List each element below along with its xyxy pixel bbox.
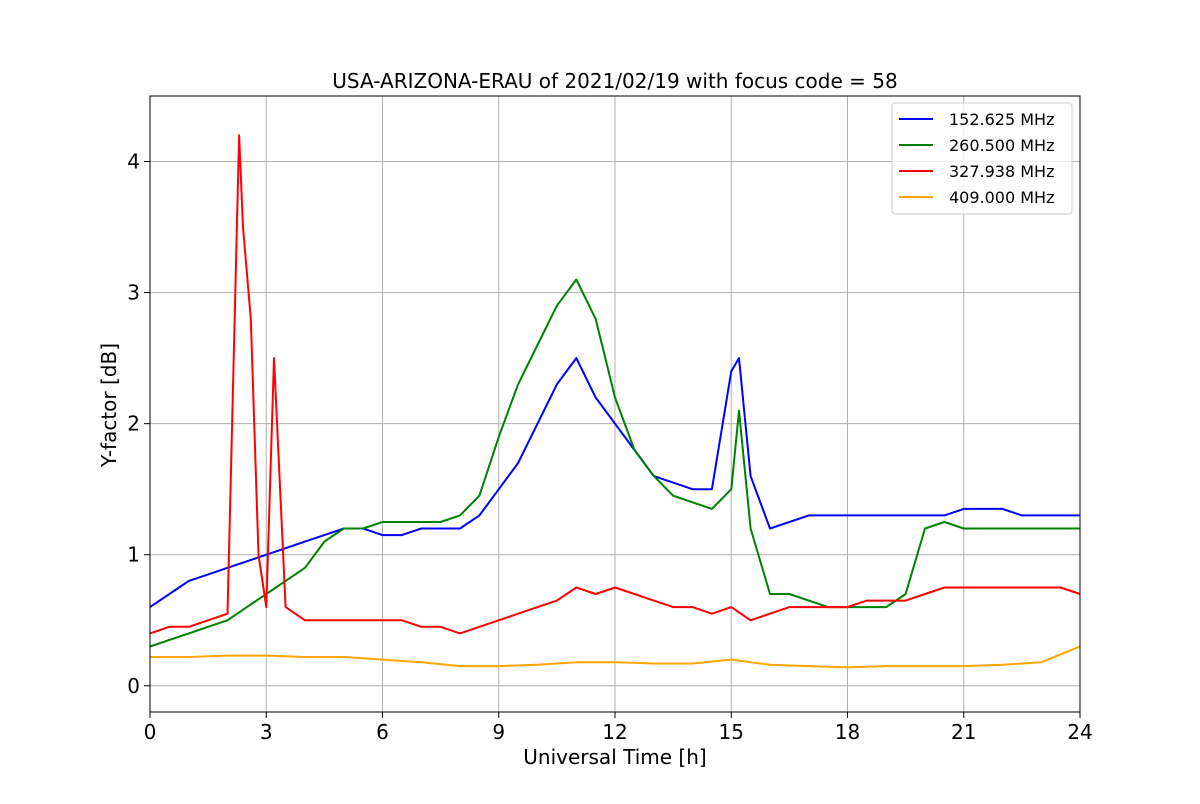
y-tick-label: 4 <box>127 150 140 174</box>
series-line-1 <box>149 357 1080 608</box>
y-axis: 0 1 2 3 4 <box>127 150 150 698</box>
x-tick-label: 9 <box>492 720 505 744</box>
x-tick-label: 6 <box>376 720 389 744</box>
legend-label: 327.938 MHz <box>949 162 1054 181</box>
x-tick-label: 15 <box>719 720 744 744</box>
x-tick-label: 21 <box>951 720 976 744</box>
series-line-2 <box>149 278 1080 648</box>
x-tick-label: 12 <box>602 720 627 744</box>
y-axis-label: Y-factor [dB] <box>97 343 121 468</box>
legend-label: 409.000 MHz <box>949 188 1054 207</box>
x-axis-label: Universal Time [h] <box>523 745 706 769</box>
y-tick-label: 1 <box>127 543 140 567</box>
y-tick-label: 0 <box>127 674 140 698</box>
x-tick-label: 3 <box>260 720 273 744</box>
x-axis: 0 3 6 9 12 15 18 21 24 <box>144 712 1093 744</box>
y-tick-label: 3 <box>127 281 140 305</box>
legend-label: 260.500 MHz <box>949 136 1054 155</box>
chart-title: USA-ARIZONA-ERAU of 2021/02/19 with focu… <box>332 69 897 93</box>
y-tick-label: 2 <box>127 412 140 436</box>
legend: 152.625 MHz 260.500 MHz 327.938 MHz 409.000… <box>891 102 1073 215</box>
x-tick-label: 24 <box>1067 720 1092 744</box>
series-group <box>149 134 1081 669</box>
series-line-4 <box>150 645 1081 669</box>
legend-frame <box>891 102 1073 215</box>
series-line-3 <box>149 134 1081 635</box>
x-tick-label: 0 <box>144 720 157 744</box>
legend-label: 152.625 MHz <box>949 110 1054 129</box>
x-tick-label: 18 <box>835 720 860 744</box>
